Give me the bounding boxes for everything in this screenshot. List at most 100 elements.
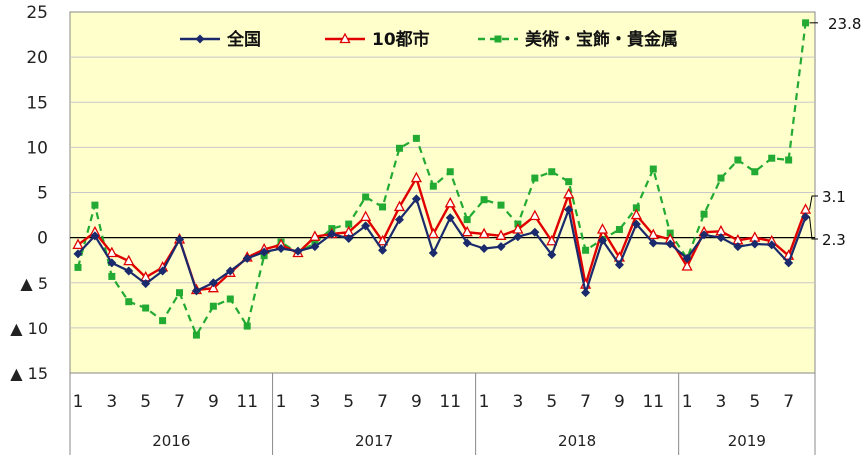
data-point [530,227,540,237]
data-point [582,246,590,254]
legend-item: 美術・宝飾・貴金属 [478,29,678,50]
data-point [446,168,454,176]
y-tick-label: 25 [26,3,48,23]
data-point [513,232,523,242]
data-point [360,210,372,222]
data-point [548,168,556,176]
data-point [665,239,675,249]
x-tick-label: 9 [411,392,422,412]
data-point [226,295,234,303]
data-point [91,201,99,209]
data-point [90,231,100,241]
series-lines [72,19,812,339]
x-tick-label: 5 [546,392,557,412]
data-point [74,263,82,271]
data-point [142,304,150,312]
data-point [72,238,84,249]
data-point [159,317,167,325]
year-label: 2016 [152,432,190,450]
x-tick-label: 5 [140,392,151,412]
x-tick-label: 9 [208,392,219,412]
end-label-leader [809,216,818,240]
data-point [293,246,303,256]
data-point [176,289,184,297]
y-tick-label: 15 [26,93,48,113]
x-tick-label: 7 [174,392,185,412]
data-point [598,235,608,245]
data-point [158,266,168,276]
data-point [647,228,659,240]
data-point [427,227,439,239]
data-point [802,19,810,27]
data-point [378,245,388,255]
year-label: 2019 [728,432,766,450]
x-tick-label: 5 [343,392,354,412]
end-label: 3.1 [822,188,846,206]
end-label: 23.8 [828,15,861,33]
data-point [614,260,624,270]
data-point [733,242,743,252]
year-label: 2018 [558,432,596,450]
x-tick-label: 9 [614,392,625,412]
data-point [141,279,151,289]
data-point [648,238,658,248]
year-label: 2017 [355,432,393,450]
legend-item: 全国 [180,29,261,50]
series-line [76,22,807,337]
data-point [327,229,337,239]
data-point [361,221,371,231]
x-tick-label: 1 [479,392,490,412]
data-point [495,229,507,240]
data-point [751,168,759,176]
data-point [444,196,456,208]
data-point [784,258,794,268]
data-point [309,230,321,241]
x-tick-label: 3 [106,392,117,412]
data-point [717,174,725,182]
data-point [108,272,116,280]
x-tick-label: 7 [580,392,591,412]
data-point [496,242,506,252]
data-point [596,223,609,234]
data-point [107,258,117,268]
data-point [767,240,777,250]
data-point [344,234,354,244]
data-point [681,260,693,271]
data-point [123,254,135,266]
data-point [106,246,118,258]
data-point [546,234,558,246]
data-point [750,239,760,249]
data-point [394,215,404,225]
data-point [632,204,640,212]
data-point [480,196,488,204]
legend: 全国 10都市 美術・宝飾・貴金属 [180,29,678,50]
x-tick-label: 11 [439,392,461,412]
x-tick-label: 7 [377,392,388,412]
data-point [124,266,134,276]
data-point [497,201,505,209]
data-point [393,200,406,212]
data-point [225,266,235,276]
y-tick-label: ▲ 10 [10,319,48,338]
data-point [73,249,83,259]
data-point [699,230,709,240]
data-point [395,144,403,152]
data-point [362,193,370,201]
data-point [259,247,269,257]
data-point [479,243,489,253]
data-point [700,210,708,218]
data-point [768,154,776,162]
data-point [125,298,133,306]
y-tick-label: 20 [26,48,48,68]
x-tick-label: 1 [682,392,693,412]
series-1 [73,194,811,298]
x-tick-label: 3 [513,392,524,412]
x-tick-label: 11 [236,392,258,412]
y-tick-label: 0 [37,229,48,249]
data-point [463,216,471,224]
data-point [564,205,574,215]
data-point [243,322,251,330]
legend-marker [195,34,205,44]
data-point [734,156,742,164]
data-point [547,250,557,260]
